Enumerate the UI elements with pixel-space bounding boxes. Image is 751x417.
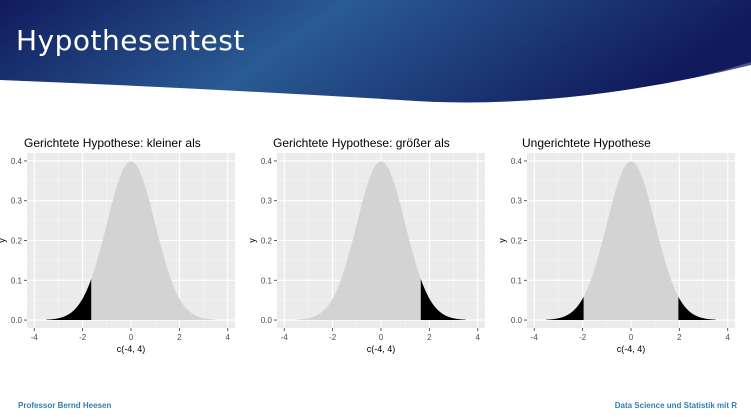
y-tick-label: 0.0: [11, 316, 23, 325]
x-tick-label: 0: [129, 333, 134, 342]
x-tick-label: 4: [226, 333, 231, 342]
x-tick-label: 4: [476, 333, 481, 342]
x-tick-label: -4: [31, 333, 39, 342]
x-axis-title: c(-4, 4): [617, 344, 646, 354]
rejection-region-two-tailed-1: [546, 296, 584, 321]
plot-right-tailed: -4 -2 0 2 4 0.0 0.1 0.2 0.3 0.4 c(-4, 4) y: [250, 128, 490, 363]
y-axis-title: y: [500, 238, 507, 243]
rejection-region-two-tailed-2: [678, 296, 716, 321]
y-tick-label: 0.4: [261, 157, 273, 166]
x-tick-label: 2: [177, 333, 182, 342]
plot-title-left-tailed: Gerichtete Hypothese: kleiner als: [24, 136, 201, 150]
x-tick-label: -4: [281, 333, 289, 342]
y-tick-label: 0.0: [261, 316, 273, 325]
x-tick-label: 4: [726, 333, 731, 342]
x-tick-label: 2: [427, 333, 432, 342]
y-tick-label: 0.2: [261, 237, 273, 246]
density-curve-left-tailed: [46, 161, 216, 321]
y-tick-label: 0.1: [511, 276, 523, 285]
plot-left-tailed-svg: -4 -2 0 2 4 0.0 0.1 0.2 0.3 0.4 c(-4, 4) y: [0, 153, 235, 354]
rejection-region-left-tailed-1: [46, 279, 92, 321]
y-tick-label: 0.2: [11, 237, 23, 246]
y-tick-label: 0.4: [511, 157, 523, 166]
plot-two-tailed-svg: -4 -2 0 2 4 0.0 0.1 0.2 0.3 0.4 c(-4, 4) y: [500, 153, 735, 354]
footer-course: Data Science und Statistik mit R: [614, 401, 737, 410]
x-tick-label: -2: [79, 333, 87, 342]
y-tick-label: 0.1: [11, 276, 23, 285]
plot-title-two-tailed: Ungerichtete Hypothese: [522, 136, 651, 150]
y-tick-label: 0.2: [511, 237, 523, 246]
x-axis-title: c(-4, 4): [367, 344, 396, 354]
y-tick-label: 0.1: [261, 276, 273, 285]
y-tick-label: 0.3: [11, 197, 23, 206]
x-tick-label: -2: [579, 333, 587, 342]
y-tick-label: 0.0: [511, 316, 523, 325]
plot-left-tailed: -4 -2 0 2 4 0.0 0.1 0.2 0.3 0.4 c(-4, 4) y: [0, 128, 240, 363]
plot-two-tailed: -4 -2 0 2 4 0.0 0.1 0.2 0.3 0.4 c(-4, 4) y: [500, 128, 740, 363]
x-tick-label: 2: [677, 333, 682, 342]
density-curve-right-tailed: [296, 161, 466, 321]
slide-title: Hypothesentest: [16, 24, 245, 57]
y-tick-label: 0.3: [511, 197, 523, 206]
x-tick-label: -2: [329, 333, 337, 342]
x-tick-label: -4: [531, 333, 539, 342]
x-tick-label: 0: [379, 333, 384, 342]
title-banner: [0, 0, 751, 104]
rejection-region-right-tailed-1: [420, 279, 466, 321]
density-curve-two-tailed: [546, 161, 716, 321]
y-axis-title: y: [250, 238, 257, 243]
x-axis-title: c(-4, 4): [117, 344, 146, 354]
plot-right-tailed-svg: -4 -2 0 2 4 0.0 0.1 0.2 0.3 0.4 c(-4, 4) y: [250, 153, 485, 354]
y-tick-label: 0.3: [261, 197, 273, 206]
y-axis-title: y: [0, 238, 7, 243]
y-tick-label: 0.4: [11, 157, 23, 166]
plot-title-right-tailed: Gerichtete Hypothese: größer als: [273, 136, 450, 150]
x-tick-label: 0: [629, 333, 634, 342]
footer-author: Professor Bernd Heesen: [18, 401, 112, 410]
